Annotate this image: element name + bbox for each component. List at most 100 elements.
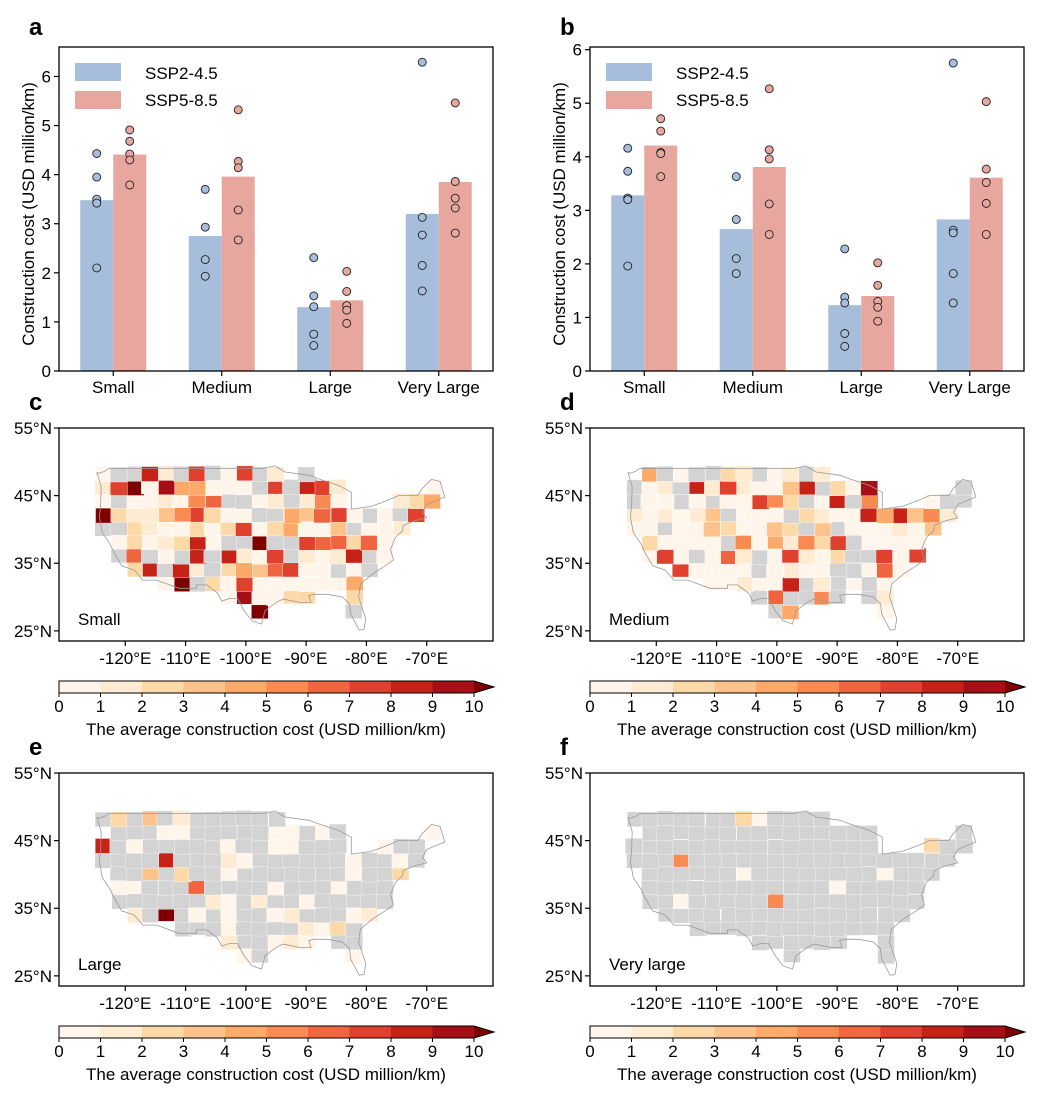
data-point-SSP5-8.5	[656, 172, 666, 182]
basin-cell	[892, 534, 910, 550]
basin-cell	[95, 507, 113, 524]
legend-swatch-ssp245	[606, 63, 652, 81]
y-axis-title-b: Construction cost (USD million/km)	[550, 82, 569, 346]
basin-cell	[907, 852, 925, 868]
basin-cell	[362, 508, 380, 524]
y-tick-label: 0	[573, 362, 582, 381]
basin-cell	[798, 879, 816, 895]
basin-cell	[174, 549, 192, 565]
basin-cell	[235, 562, 253, 578]
colorbar-tick-label: 6	[834, 697, 843, 716]
lon-tick-label: -70°E	[405, 994, 448, 1013]
basin-cell	[798, 838, 816, 854]
basin-cell	[829, 906, 847, 923]
lat-tick-label: 55°N	[14, 419, 52, 438]
data-point-SSP2-4.5	[948, 228, 958, 238]
basin-cell	[892, 549, 910, 565]
basin-cell	[345, 547, 363, 564]
basin-cell	[329, 823, 347, 840]
data-point-SSP2-4.5	[623, 195, 633, 205]
y-tick-label: 1	[42, 313, 51, 332]
basin-cell	[766, 921, 784, 937]
colorbar-tick-label: 7	[345, 697, 354, 716]
basin-cell	[314, 839, 332, 855]
legend-label-ssp585: SSP5-8.5	[145, 91, 218, 110]
lon-tick-label: -120°E	[99, 994, 151, 1013]
lon-tick-label: -90°E	[285, 649, 328, 668]
basin-cell	[141, 466, 159, 482]
basin-cell	[126, 506, 144, 523]
basin-cell	[688, 466, 706, 483]
basin-cell	[814, 921, 832, 937]
colorbar-segment	[714, 681, 757, 693]
basin-cell	[735, 561, 754, 577]
colorbar-tick-label: 10	[996, 1042, 1015, 1061]
map-axes-e: -120°E -110°E -100°E -90°E -80°E -70°E 55°N 45°…	[14, 764, 448, 1013]
colorbar-segment	[100, 1026, 143, 1038]
colorbar-tick-label: 8	[917, 1042, 926, 1061]
bar-SSP2-4.5-Medium	[719, 229, 753, 371]
data-point-SSP2-4.5	[417, 57, 427, 67]
basin-cell	[923, 837, 941, 853]
basin-cell	[141, 507, 160, 523]
basin-cell	[361, 852, 379, 868]
basin-cell	[783, 562, 801, 579]
basin-cell	[298, 576, 316, 593]
bar-SSP5-8.5-Small	[113, 154, 147, 371]
colorbar-segment	[963, 1026, 1006, 1038]
y-tick-label: 5	[573, 94, 582, 113]
data-point-SSP2-4.5	[623, 166, 633, 176]
y-tick-label: 0	[42, 362, 51, 381]
basin-cell	[189, 892, 207, 908]
basin-cell	[673, 811, 691, 827]
colorbar-tick-label: 9	[959, 697, 968, 716]
colorbar-tick-label: 10	[465, 697, 484, 716]
basin-cell	[299, 879, 317, 895]
y-tick-label: 3	[42, 215, 51, 234]
bar-SSP2-4.5-Small	[80, 200, 114, 371]
lon-tick-label: -90°E	[285, 994, 328, 1013]
basin-cell	[829, 865, 847, 881]
lon-tick-label: -80°E	[876, 994, 919, 1013]
basin-cell	[157, 520, 175, 537]
basin-cell	[656, 839, 674, 855]
colorbar-tick-label: 3	[710, 697, 719, 716]
basin-cell	[189, 480, 207, 496]
basin-cell	[156, 810, 174, 826]
lon-tick-label: -100°E	[751, 649, 803, 668]
basin-cell	[189, 521, 207, 538]
basin-cell	[876, 603, 894, 619]
colorbar-segment	[590, 1026, 632, 1038]
basin-cell	[813, 824, 832, 840]
lat-tick-label: 35°N	[545, 899, 583, 918]
lon-tick-label: -120°E	[630, 994, 682, 1013]
basin-cell	[907, 534, 925, 550]
lat-tick-label: 55°N	[545, 764, 583, 783]
colorbar-segment	[673, 1026, 715, 1038]
basin-cell	[267, 852, 285, 869]
legend-label-ssp245: SSP2-4.5	[676, 64, 749, 83]
basin-cell	[360, 535, 378, 551]
basin-cell	[221, 853, 239, 869]
basin-cell	[266, 534, 284, 550]
basin-cell	[719, 892, 737, 908]
basin-cell	[158, 837, 176, 854]
data-point-SSP5-8.5	[125, 136, 135, 146]
basin-cell	[314, 853, 332, 869]
basin-cell	[298, 535, 317, 551]
data-point-SSP5-8.5	[450, 203, 460, 213]
basin-cell	[314, 521, 332, 538]
basin-cell	[298, 825, 317, 841]
basin-cell	[830, 574, 848, 591]
y-axis-title-a: Construction cost (USD million/km)	[19, 82, 38, 346]
colorbar-segment	[142, 681, 184, 693]
colorbar-tick-label: 10	[465, 1042, 484, 1061]
basin-cell	[814, 480, 833, 496]
basin-cell	[220, 920, 239, 936]
basin-cell	[783, 878, 801, 895]
basin-cell	[157, 492, 175, 509]
basin-cell	[236, 823, 255, 840]
basin-cell	[408, 838, 426, 855]
basin-cell	[268, 811, 286, 828]
basin-cell	[313, 507, 331, 524]
